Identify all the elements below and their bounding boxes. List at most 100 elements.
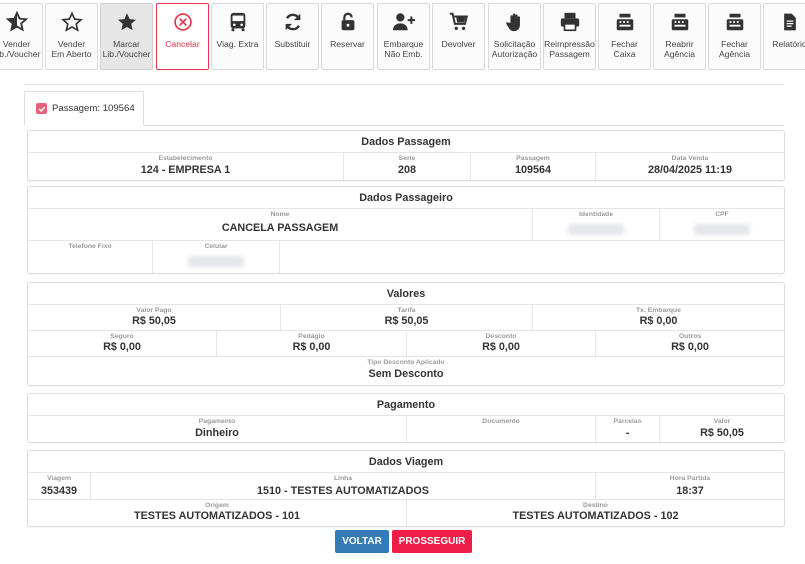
field-value: R$ 0,00 — [639, 315, 678, 327]
field-serie: Serie 208 — [344, 153, 471, 180]
panel-row: Pagamento Dinheiro Documento Parcelas - … — [28, 416, 784, 442]
field-seguro: Seguro R$ 0,00 — [28, 331, 217, 356]
fechar-caixa-button[interactable]: Fechar Caixa — [598, 3, 651, 70]
field-label: Passagem — [516, 155, 550, 162]
field-label: Valor Pago — [136, 307, 172, 314]
valores-panel: Valores Valor Pago R$ 50,05 Tarifa R$ 50… — [27, 282, 785, 386]
field-valor: Valor R$ 50,05 — [660, 416, 784, 442]
panel-row: Seguro R$ 0,00 Pedágio R$ 0,00 Desconto … — [28, 331, 784, 357]
button-label: Embarque Não Emb. — [383, 39, 424, 59]
field-label: Estabelecimento — [158, 155, 213, 162]
field-label: Tarifa — [397, 307, 416, 314]
hand-icon — [489, 4, 540, 40]
field-label: Data Venda — [671, 155, 709, 162]
field-pedagio: Pedágio R$ 0,00 — [217, 331, 407, 356]
button-label: Vender Em Aberto — [51, 39, 92, 59]
field-estabelecimento: Estabelecimento 124 - EMPRESA 1 — [28, 153, 344, 180]
devolver-button[interactable]: Devolver — [432, 3, 485, 70]
field-label: Pagamento — [198, 418, 236, 425]
field-label: Celular — [204, 243, 228, 250]
field-outros: Outros R$ 0,00 — [596, 331, 784, 356]
solicitacao-autorizacao-button[interactable]: Solicitação Autorização — [488, 3, 541, 70]
panel-row: Valor Pago R$ 50,05 Tarifa R$ 50,05 Tx. … — [28, 305, 784, 331]
redacted-value — [188, 256, 244, 267]
cancelar-button[interactable]: Cancelar — [156, 3, 209, 70]
star-filled-icon — [101, 4, 152, 40]
field-cpf: CPF — [660, 209, 784, 240]
field-label: Documento — [482, 418, 520, 425]
button-label: Reabrir Agência — [663, 39, 696, 59]
field-identidade: Identidade — [533, 209, 660, 240]
vender-em-aberto-button[interactable]: Vender Em Aberto — [45, 3, 98, 70]
printer-icon — [544, 4, 595, 40]
tab-passagem[interactable]: Passagem: 109564 — [24, 91, 144, 125]
field-label: Valor — [713, 418, 731, 425]
field-viagem: Viagem 353439 — [28, 473, 91, 499]
field-label: Hora Partida — [669, 475, 711, 482]
field-label: Serie — [398, 155, 416, 162]
prosseguir-button[interactable]: PROSSEGUIR — [392, 530, 472, 553]
panel-row: Estabelecimento 124 - EMPRESA 1 Serie 20… — [28, 153, 784, 180]
button-label: Reimpressão Passagem — [544, 39, 595, 59]
marcar-lib-voucher-button[interactable]: Marcar Lib./Voucher — [100, 3, 153, 70]
field-desconto: Desconto R$ 0,00 — [407, 331, 596, 356]
field-label: Telefone Fixo — [68, 243, 112, 250]
button-label: Devolver — [441, 39, 476, 49]
dados-passageiro-panel: Dados Passageiro Nome CANCELA PASSAGEM I… — [27, 186, 785, 274]
field-value: R$ 0,00 — [292, 341, 331, 353]
relatorio-button[interactable]: Relatório — [763, 3, 805, 70]
cash-register-icon — [654, 4, 705, 40]
substituir-button[interactable]: Substituir — [266, 3, 319, 70]
tab-label: Passagem: 109564 — [52, 103, 135, 114]
button-label: Solicitação Autorização — [491, 39, 538, 59]
reservar-button[interactable]: Reservar — [321, 3, 374, 70]
field-value: 1510 - TESTES AUTOMATIZADOS — [257, 485, 429, 497]
checkbox-checked-icon — [36, 103, 47, 114]
field-value: R$ 0,00 — [671, 341, 709, 353]
field-linha: Linha 1510 - TESTES AUTOMATIZADOS — [91, 473, 596, 499]
field-label: Tx. Embarque — [636, 307, 681, 314]
panel-title: Pagamento — [28, 394, 784, 416]
field-label: Identidade — [579, 211, 613, 218]
field-celular: Celular — [153, 241, 280, 273]
field-value: R$ 50,05 — [384, 315, 429, 327]
cash-register-icon — [599, 4, 650, 40]
dados-viagem-panel: Dados Viagem Viagem 353439 Linha 1510 - … — [27, 450, 785, 527]
field-valor-pago: Valor Pago R$ 50,05 — [28, 305, 281, 330]
field-data-venda: Data Venda 28/04/2025 11:19 — [596, 153, 784, 180]
panel-row: Nome CANCELA PASSAGEM Identidade CPF — [28, 209, 784, 241]
field-origem: Origem TESTES AUTOMATIZADOS - 101 — [28, 500, 407, 526]
panel-title: Dados Passagem — [28, 131, 784, 153]
embarque-nao-emb-button[interactable]: Embarque Não Emb. — [377, 3, 430, 70]
button-label: Substituir — [274, 39, 311, 49]
viag-extra-button[interactable]: Viag. Extra — [211, 3, 264, 70]
button-label: Cancelar — [165, 39, 200, 49]
field-parcelas: Parcelas - — [596, 416, 660, 442]
field-destino: Destino TESTES AUTOMATIZADOS - 102 — [407, 500, 784, 526]
panel-row: Origem TESTES AUTOMATIZADOS - 101 Destin… — [28, 500, 784, 526]
dados-passagem-panel: Dados Passagem Estabelecimento 124 - EMP… — [27, 130, 785, 181]
reabrir-agencia-button[interactable]: Reabrir Agência — [653, 3, 706, 70]
button-label: Fechar Agência — [718, 39, 751, 59]
divider — [24, 84, 784, 85]
field-label: Seguro — [110, 333, 134, 340]
toolbar: Vender Lib./Voucher Vender Em Aberto Mar… — [0, 3, 805, 70]
fechar-agencia-button[interactable]: Fechar Agência — [708, 3, 761, 70]
field-value: 28/04/2025 11:19 — [647, 164, 733, 176]
reimpressao-passagem-button[interactable]: Reimpressão Passagem — [543, 3, 596, 70]
field-documento: Documento — [407, 416, 596, 442]
star-half-icon — [0, 4, 42, 40]
field-value: 353439 — [40, 485, 78, 497]
panel-title: Valores — [28, 283, 784, 305]
redacted-value — [568, 224, 624, 235]
pagamento-panel: Pagamento Pagamento Dinheiro Documento P… — [27, 393, 785, 443]
field-label: Pedágio — [298, 333, 325, 340]
field-label: CPF — [715, 211, 729, 218]
button-label: Viag. Extra — [216, 39, 259, 49]
vender-lib-voucher-button[interactable]: Vender Lib./Voucher — [0, 3, 43, 70]
field-label: Viagem — [46, 475, 72, 482]
unlock-icon — [322, 4, 373, 40]
field-value: TESTES AUTOMATIZADOS - 101 — [134, 510, 300, 522]
panel-title: Dados Passageiro — [28, 187, 784, 209]
voltar-button[interactable]: VOLTAR — [335, 530, 389, 553]
